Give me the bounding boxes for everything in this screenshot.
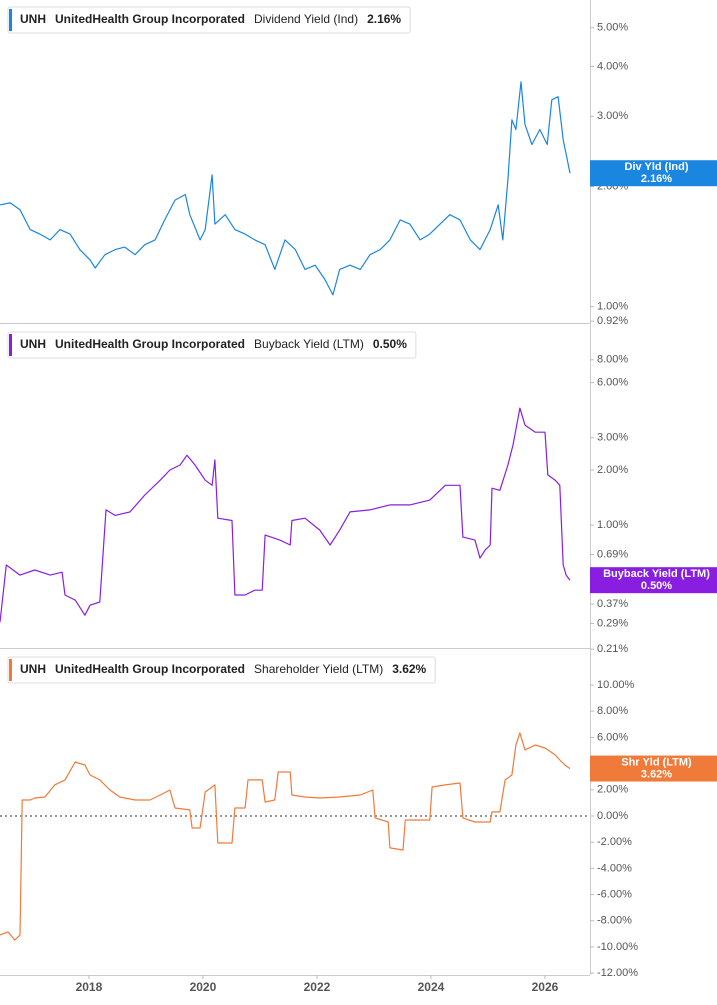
x-tick-label: 2026 bbox=[532, 980, 559, 994]
y-tick-label: 3.00% bbox=[597, 432, 628, 444]
y-tick-label: 5.00% bbox=[597, 22, 628, 34]
legend-box bbox=[7, 331, 417, 359]
series-line bbox=[0, 732, 571, 941]
y-tick-label: 2.00% bbox=[597, 464, 628, 476]
y-tick-label: 1.00% bbox=[597, 301, 628, 313]
flag-label: Shr Yld (LTM) bbox=[621, 756, 692, 768]
legend-box bbox=[7, 656, 436, 684]
y-tick-label: 0.69% bbox=[597, 548, 628, 560]
y-tick-label: 0.29% bbox=[597, 617, 628, 629]
legend-swatch bbox=[9, 9, 12, 31]
legend-entry: Shareholder Yield (LTM) bbox=[254, 662, 383, 676]
x-tick-label: 2018 bbox=[76, 980, 103, 994]
legend-entry: Buyback Yield (LTM) bbox=[254, 337, 364, 351]
legend: UNH UnitedHealth Group Incorporated Divide… bbox=[7, 6, 411, 34]
y-tick-label: -2.00% bbox=[597, 836, 632, 848]
x-tick-label: 2024 bbox=[418, 980, 445, 994]
legend-value: 2.16% bbox=[367, 12, 401, 26]
series-line bbox=[0, 81, 571, 296]
x-tick-label: 2022 bbox=[304, 980, 331, 994]
legend-ticker: UNH bbox=[20, 337, 46, 351]
y-tick-label: 6.00% bbox=[597, 731, 628, 743]
legend-swatch bbox=[9, 659, 12, 681]
series-line bbox=[0, 407, 571, 623]
y-tick-label: 1.00% bbox=[597, 519, 628, 531]
y-tick-label: 0.21% bbox=[597, 643, 628, 655]
flag-value: 3.62% bbox=[641, 768, 672, 780]
legend-ticker: UNH bbox=[20, 662, 46, 676]
y-tick-label: -10.00% bbox=[597, 941, 638, 953]
y-tick-label: 2.00% bbox=[597, 784, 628, 796]
legend-entry: Dividend Yield (Ind) bbox=[254, 12, 358, 26]
legend-ticker: UNH bbox=[20, 12, 46, 26]
legend-company: UnitedHealth Group Incorporated bbox=[55, 662, 245, 676]
flag-label: Buyback Yield (LTM) bbox=[603, 568, 710, 580]
y-tick-label: 0.37% bbox=[597, 598, 628, 610]
flag-label: Div Yld (Ind) bbox=[625, 161, 689, 173]
y-tick-label: 8.00% bbox=[597, 354, 628, 366]
y-tick-label: 3.00% bbox=[597, 110, 628, 122]
y-tick-label: 0.00% bbox=[597, 810, 628, 822]
y-tick-label: 8.00% bbox=[597, 705, 628, 717]
legend-value: 0.50% bbox=[373, 337, 407, 351]
legend-company: UnitedHealth Group Incorporated bbox=[55, 12, 245, 26]
y-tick-label: 0.92% bbox=[597, 315, 628, 327]
value-flag bbox=[590, 160, 717, 187]
y-tick-label: -8.00% bbox=[597, 915, 632, 927]
value-flag bbox=[590, 755, 717, 782]
y-tick-label: 10.00% bbox=[597, 679, 635, 691]
y-tick-label: -6.00% bbox=[597, 888, 632, 900]
y-tick-label: -12.00% bbox=[597, 967, 638, 979]
legend: UNH UnitedHealth Group Incorporated Buybac… bbox=[7, 331, 417, 359]
legend-company: UnitedHealth Group Incorporated bbox=[55, 337, 245, 351]
value-flag bbox=[590, 567, 717, 594]
y-tick-label: 4.00% bbox=[597, 60, 628, 72]
y-tick-label: 6.00% bbox=[597, 377, 628, 389]
legend: UNH UnitedHealth Group Incorporated Shareh… bbox=[7, 656, 436, 684]
y-tick-label: -4.00% bbox=[597, 862, 632, 874]
legend-swatch bbox=[9, 334, 12, 356]
flag-value: 2.16% bbox=[641, 173, 672, 185]
legend-value: 3.62% bbox=[392, 662, 426, 676]
legend-box bbox=[7, 6, 411, 34]
x-tick-label: 2020 bbox=[190, 980, 217, 994]
flag-value: 0.50% bbox=[641, 580, 672, 592]
